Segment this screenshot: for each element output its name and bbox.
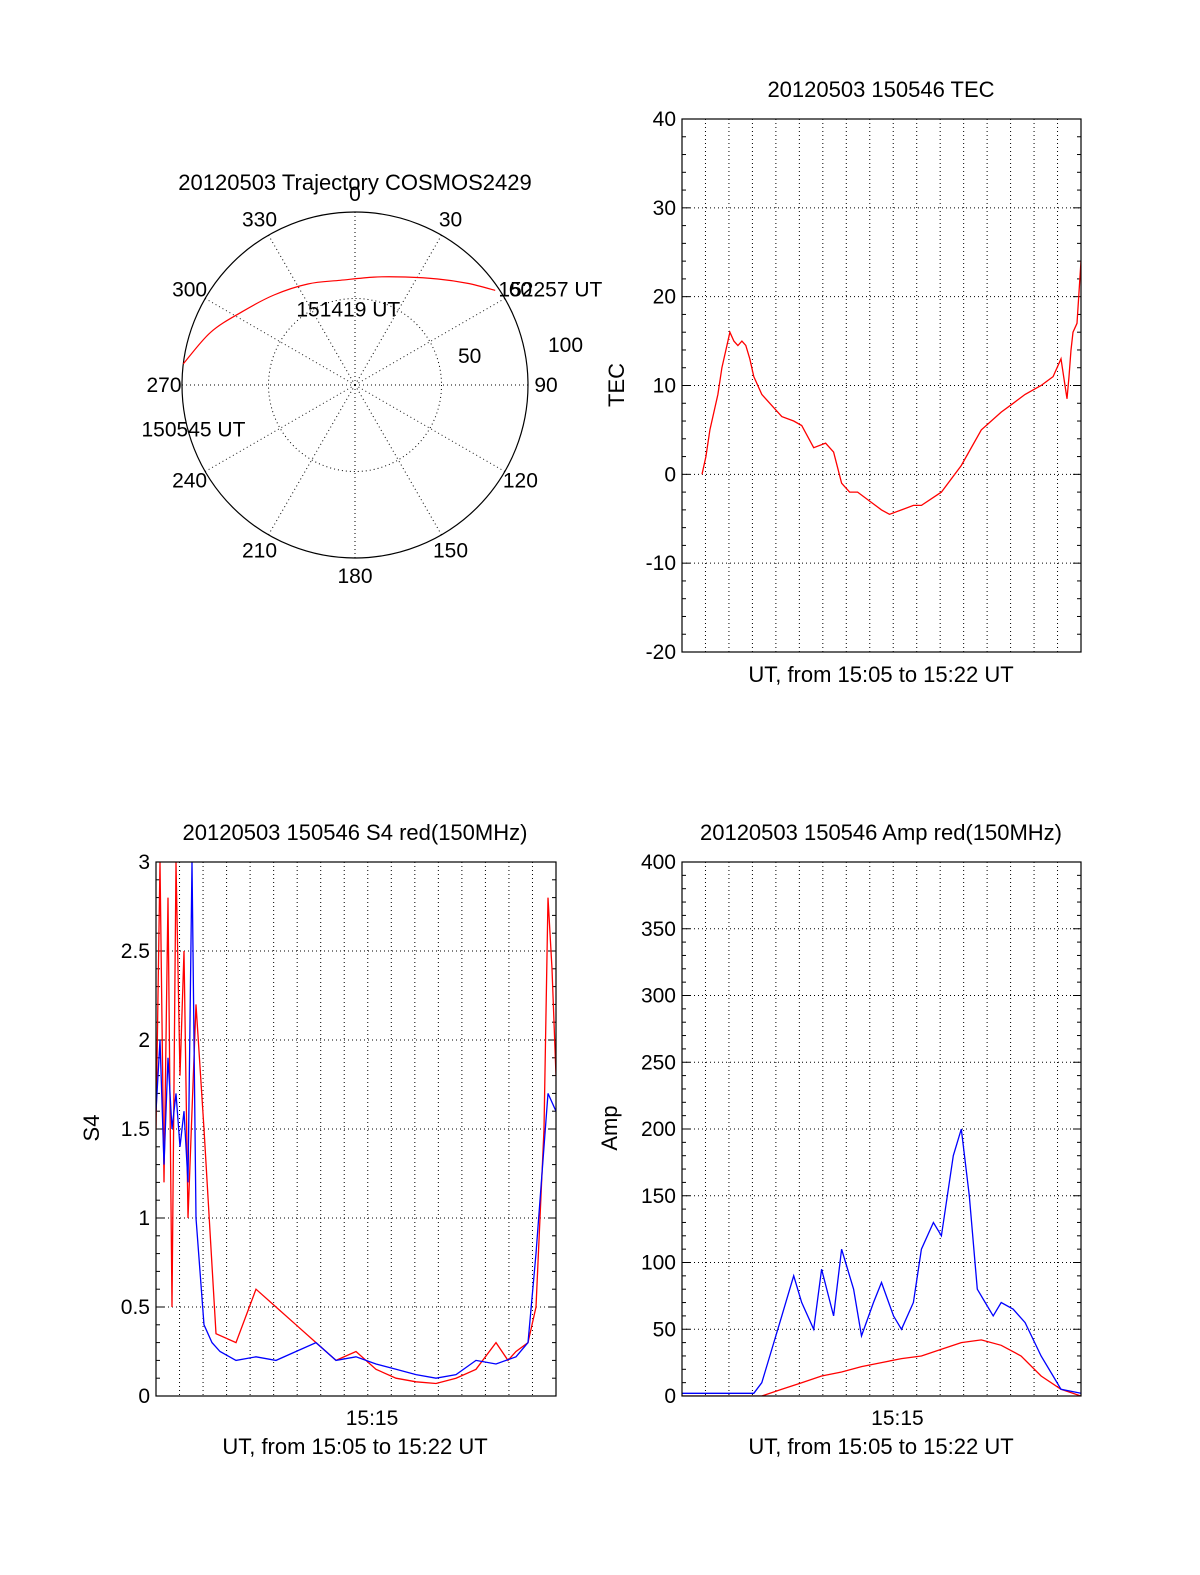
x-axis-label: UT, from 15:05 to 15:22 UT [748,1434,1013,1459]
x-axis-label: UT, from 15:05 to 15:22 UT [222,1434,487,1459]
polar-spoke [204,384,356,472]
trajectory-time-label: 152257 UT [498,278,602,301]
x-tick-label: 15:15 [346,1407,399,1430]
tec-chart: 20120503 150546 TEC UT, from 15:05 to 15… [604,77,1082,687]
y-tick-label: 0.5 [121,1296,150,1319]
y-axis-label: S4 [79,1115,104,1142]
plot-frame [681,861,1082,1397]
y-tick-label: 0 [138,1385,150,1408]
polar-grid-circle [268,298,442,472]
chart-title: 20120503 150546 TEC [767,77,994,102]
azimuth-label: 90 [534,374,557,397]
y-tick-label: 40 [653,108,676,131]
azimuth-label: 240 [172,470,207,493]
y-tick-label: 350 [641,918,676,941]
s4-chart: 20120503 150546 S4 red(150MHz) UT, from … [79,820,557,1459]
series-line-1 [156,862,556,1379]
polar-spoke [354,234,442,386]
y-tick-label: 10 [653,375,676,398]
series-line-0 [156,862,556,1385]
y-tick-label: 1 [138,1207,150,1230]
chart-title: 20120503 150546 S4 red(150MHz) [183,820,528,845]
amp-chart: 20120503 150546 Amp red(150MHz) UT, from… [597,820,1082,1459]
polar-spoke [204,298,356,386]
azimuth-label: 120 [503,470,538,493]
y-tick-label: 100 [641,1252,676,1275]
series-line-1 [682,1128,1081,1394]
polar-spoke [268,384,356,536]
y-tick-label: 30 [653,197,676,220]
polar-radius-label: 100 [548,334,583,357]
azimuth-label: 330 [242,209,277,232]
y-tick-label: 2 [138,1029,150,1052]
y-tick-label: 300 [641,985,676,1008]
plot-frame [681,118,1082,653]
trajectory-time-label: 150545 UT [142,418,246,441]
y-tick-label: 400 [641,851,676,874]
chart-title: 20120503 150546 Amp red(150MHz) [700,820,1062,845]
y-axis-label: TEC [604,363,629,407]
y-tick-label: -10 [646,552,676,575]
azimuth-label: 30 [439,209,462,232]
series-line-0 [682,1339,1081,1396]
polar-trajectory-chart: 20120503 Trajectory COSMOS2429 0 30 60 90 12… [142,170,603,588]
polar-title: 20120503 Trajectory COSMOS2429 [178,170,531,195]
azimuth-label: 0 [349,183,361,206]
y-tick-label: 2.5 [121,940,150,963]
azimuth-label: 60 [509,279,532,302]
azimuth-label: 210 [242,539,277,562]
x-tick-label: 15:15 [871,1407,924,1430]
y-tick-label: 20 [653,286,676,309]
y-tick-label: 50 [653,1318,676,1341]
trajectory-time-label: 151419 UT [296,298,400,321]
y-axis-label: Amp [597,1105,622,1150]
x-axis-label: UT, from 15:05 to 15:22 UT [748,662,1013,687]
azimuth-label: 180 [337,565,372,588]
polar-spoke [354,384,506,472]
polar-spoke [354,298,506,386]
trajectory-line [182,276,496,365]
polar-radius-label: 50 [458,345,481,368]
y-tick-label: 250 [641,1051,676,1074]
polar-spoke [354,384,442,536]
y-tick-label: 150 [641,1185,676,1208]
y-tick-label: 0 [664,1385,676,1408]
series-line-0 [701,261,1081,516]
y-tick-label: -20 [646,641,676,664]
y-tick-label: 0 [664,463,676,486]
y-tick-label: 1.5 [121,1118,150,1141]
azimuth-label: 150 [433,539,468,562]
azimuth-label: 300 [172,279,207,302]
polar-spoke [268,234,356,386]
plot-frame [155,861,557,1397]
y-tick-label: 200 [641,1118,676,1141]
y-tick-label: 3 [138,851,150,874]
azimuth-label: 270 [146,374,181,397]
